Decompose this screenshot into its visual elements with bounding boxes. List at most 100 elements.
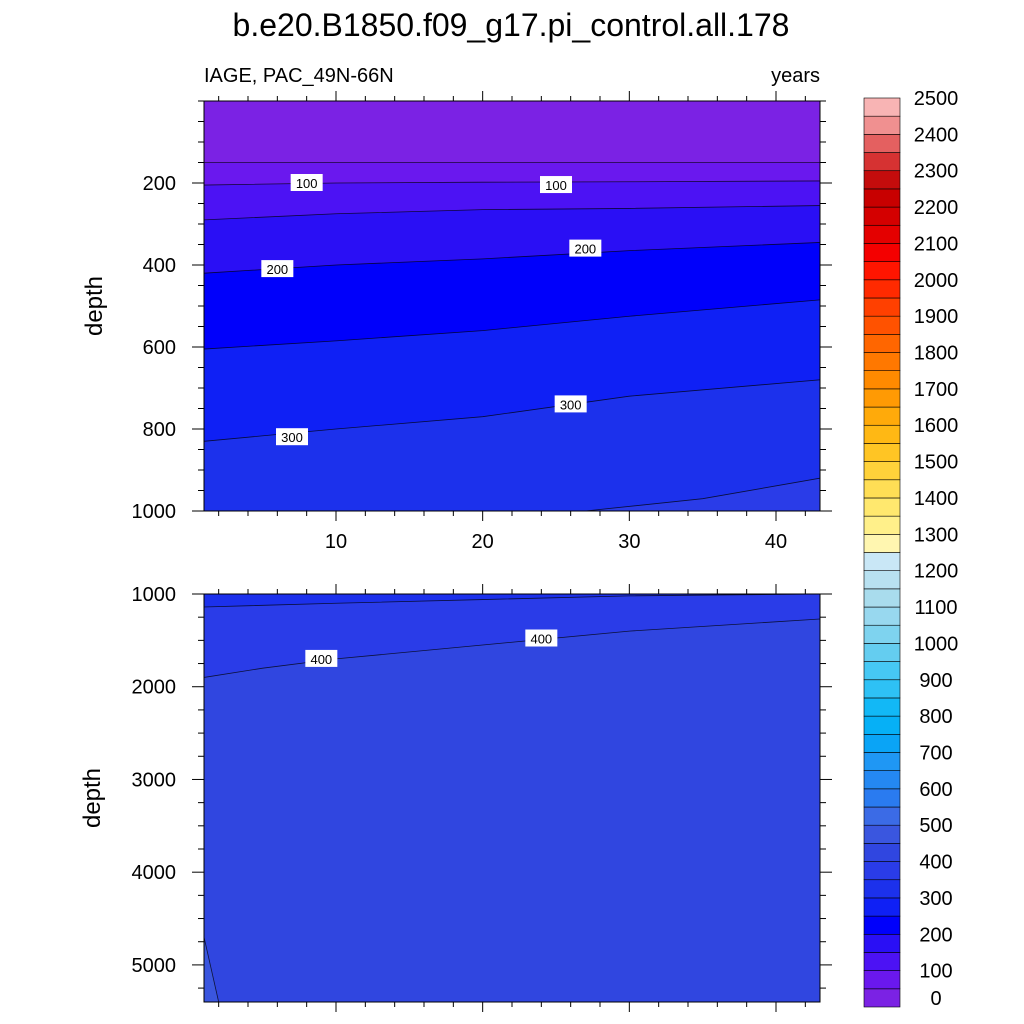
contour-line-350 [204,594,820,608]
colorbar-label: 400 [919,852,952,874]
svg-text:200: 200 [266,262,288,277]
colorbar-segment [863,152,901,172]
colorbar-segment [863,261,901,281]
contour-label: 300 [554,395,587,413]
colorbar-segment [863,606,901,626]
contour-line-400 [204,618,820,678]
colorbar-segment [863,370,901,390]
colorbar-segment [863,697,901,717]
colorbar-segment [863,806,901,826]
colorbar-segment [863,534,901,553]
svg-text:300: 300 [560,397,582,412]
colorbar-segment [863,552,901,571]
units-label: years [771,65,820,87]
colorbar-label: 300 [919,888,952,910]
colorbar-segment [863,843,901,862]
colorbar-label: 1700 [914,379,959,401]
colorbar-label: 1800 [914,343,959,365]
colorbar-segment [863,315,901,335]
colorbar-label: 2500 [914,88,959,110]
variable-label: IAGE, PAC_49N-66N [204,65,394,87]
colorbar-segment [863,897,901,917]
colorbar-segment [863,752,901,771]
colorbar-segment [863,988,901,1008]
colorbar-label: 900 [919,670,952,692]
colorbar-segment [863,388,901,408]
colorbar-label: 0 [930,988,941,1010]
colorbar-segment [863,661,901,681]
colorbar-segment [863,624,901,644]
y-tick-label: 2000 [132,677,177,699]
colorbar-segment [863,279,901,299]
colorbar-segment [863,879,901,899]
upper-panel: 100 100 200 200 300 300 10 20 30 40 200 400 600 800 10… [81,91,832,553]
colorbar-segment [863,770,901,790]
colorbar-label: 2000 [914,270,959,292]
colorbar-label: 1500 [914,452,959,474]
colorbar-label: 1100 [914,597,957,619]
colorbar-label: 1200 [914,561,959,583]
contour-label: 200 [261,260,294,278]
colorbar-label: 1400 [914,488,959,510]
lower-panel: 400 400 1000 2000 3000 4000 5000 depth [79,584,832,1012]
y-tick-label: 800 [143,419,176,441]
contour-line-250 [204,299,820,350]
colorbar-segment [863,352,901,371]
contour-band-300 [204,379,820,511]
colorbar-segment [863,952,901,971]
y-axis-label: depth [79,768,106,828]
colorbar-label: 700 [919,742,952,764]
y-tick-label: 200 [143,173,176,195]
colorbar-label: 800 [919,706,952,728]
y-tick-label: 5000 [132,955,177,977]
colorbar-segment [863,715,901,735]
colorbar-label: 2400 [914,124,959,146]
colorbar-segment [863,243,901,262]
y-tick-label: 600 [143,337,176,359]
contour-line-350 [585,477,820,511]
colorbar-segment [863,733,901,753]
colorbar-segment [863,570,901,590]
colorbar-segment [863,679,901,699]
contour-band-450 [204,937,219,1002]
colorbar-segment [863,297,901,317]
colorbar: 0 100 200 300 400 500 600 700 800 900 1000 1100 1200… [863,88,959,1010]
colorbar-segment [863,115,901,135]
colorbar-segment [863,443,901,462]
colorbar-segment [863,224,901,244]
contour-label: 300 [276,428,308,446]
contour-label: 400 [305,649,338,667]
y-tick-label: 1000 [132,501,177,523]
colorbar-label: 2100 [914,233,959,255]
y-tick-label: 400 [143,255,176,277]
contour-line-150 [204,205,820,221]
colorbar-label: 100 [919,961,952,983]
svg-text:100: 100 [296,176,318,191]
contour-label: 100 [290,174,323,191]
x-tick-label: 30 [618,531,640,553]
colorbar-label: 2300 [914,161,959,183]
colorbar-segment [863,933,901,953]
contour-line-450 [204,937,220,1002]
colorbar-segment [863,334,901,353]
colorbar-segment [863,424,901,444]
svg-text:100: 100 [545,178,567,193]
y-tick-label: 4000 [132,862,177,884]
contour-band-400 [204,619,820,1002]
y-axis-label: depth [81,276,108,336]
colorbar-segment [863,588,901,608]
colorbar-label: 200 [919,924,952,946]
colorbar-segment [863,134,901,153]
y-tick-label: 1000 [132,584,177,606]
colorbar-segment [863,188,901,208]
colorbar-segment [863,824,901,844]
contour-label: 400 [525,629,558,647]
colorbar-segment [863,97,901,117]
chart-title: b.e20.B1850.f09_g17.pi_control.all.178 [233,7,790,43]
x-tick-label: 20 [472,531,494,553]
colorbar-label: 2200 [914,197,959,219]
svg-text:300: 300 [281,430,303,445]
contour-band-350 [585,478,820,511]
colorbar-segment [863,206,901,226]
